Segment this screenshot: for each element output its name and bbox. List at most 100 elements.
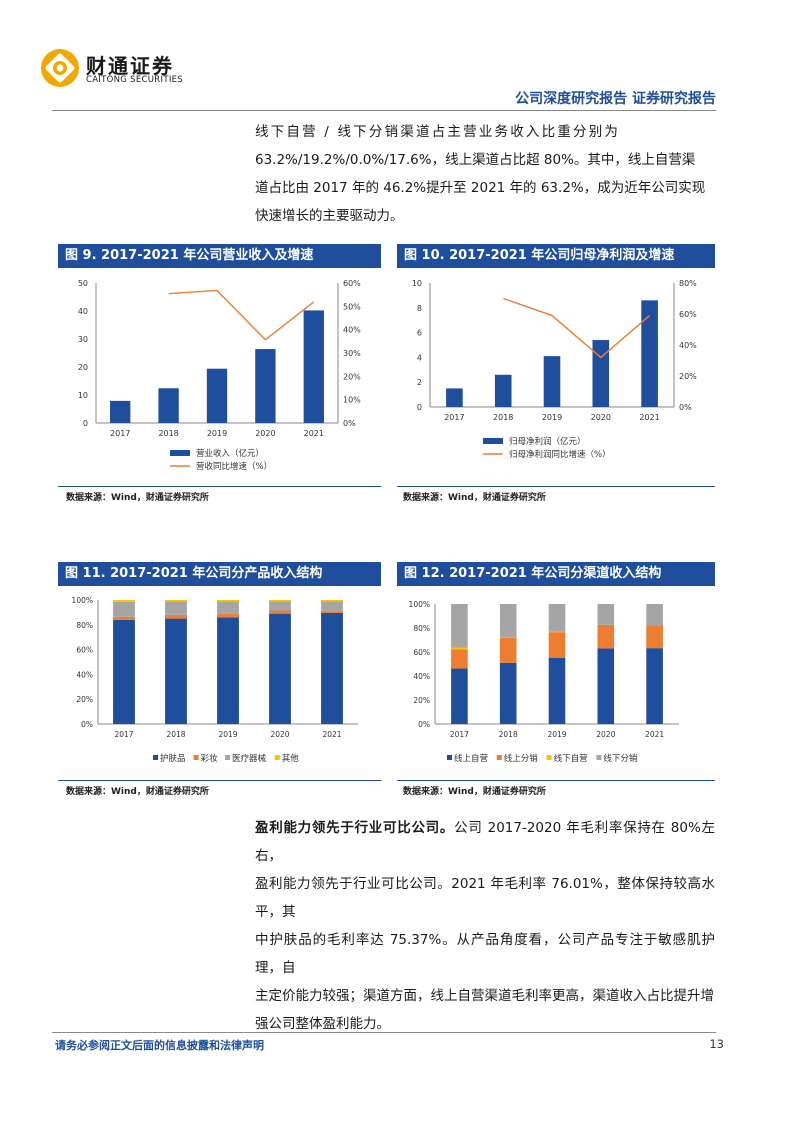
figure-9-title: 图 9. 2017-2021 年公司营业收入及增速 (58, 244, 381, 268)
paragraph-line: 中护肤品的毛利率达 75.37%。从产品角度看，公司产品专注于敏感肌护理，自 (255, 932, 715, 976)
y-tick-label: 100% (72, 596, 93, 605)
bar-segment-彩妆 (165, 614, 187, 619)
y-right-tick-label: 40% (343, 326, 361, 335)
bar-segment-医疗器械 (217, 601, 239, 614)
bar-segment-线上分销 (646, 625, 663, 649)
y-left-tick-label: 20 (78, 363, 88, 372)
x-tick-label: 2018 (499, 730, 518, 739)
bar-2018 (158, 388, 179, 423)
y-tick-label: 100% (409, 600, 430, 609)
header-divider (52, 110, 716, 111)
x-tick-label: 2019 (207, 429, 227, 438)
x-tick-label: 2018 (158, 429, 178, 438)
legend-swatch-线上分销 (496, 755, 502, 760)
bar-2017 (446, 388, 463, 407)
bar-segment-其他 (165, 600, 187, 602)
figure-12-title: 图 12. 2017-2021 年公司分渠道收入结构 (397, 562, 715, 586)
bar-segment-线上分销 (499, 637, 517, 663)
legend-line-label: 营收同比增速（%） (196, 461, 272, 472)
legend-label-其他: 其他 (282, 753, 300, 764)
y-left-tick-label: 4 (417, 353, 422, 362)
y-left-tick-label: 10 (78, 391, 88, 400)
bar-segment-彩妆 (321, 611, 343, 614)
figure-10-source: 数据来源：Wind，财通证券研究所 (403, 493, 546, 503)
paragraph-line: 盈利能力领先于行业可比公司。2021 年毛利率 76.01%，整体保持较高水平，… (255, 876, 715, 920)
legend-swatch-医疗器械 (225, 755, 230, 760)
bar-segment-护肤品 (113, 619, 135, 724)
legend-label-护肤品: 护肤品 (160, 753, 186, 764)
x-tick-label: 2020 (596, 730, 615, 739)
y-tick-label: 0% (418, 720, 430, 729)
y-right-tick-label: 80% (679, 279, 697, 288)
y-left-tick-label: 8 (417, 304, 422, 313)
figure-10-title: 图 10. 2017-2021 年公司归母净利润及增速 (397, 244, 715, 268)
bar-2019 (206, 368, 228, 423)
bar-segment-线下分销 (646, 604, 663, 626)
bar-segment-彩妆 (113, 616, 135, 620)
x-tick-label: 2021 (645, 730, 664, 739)
legend-bar-label: 营业收入（亿元） (196, 448, 264, 459)
paragraph-profitability: 盈利能力领先于行业可比公司。公司 2017-2020 年毛利率保持在 80%左右… (255, 814, 715, 1038)
bar-segment-护肤品 (165, 618, 187, 724)
y-left-tick-label: 0 (417, 403, 422, 412)
bar-segment-线上分销 (548, 632, 566, 658)
bar-segment-医疗器械 (321, 601, 343, 612)
legend-swatch-线上自营 (447, 755, 452, 760)
figure-11-source: 数据来源：Wind，财通证券研究所 (66, 787, 209, 797)
paragraph-line: 主定价能力较强；渠道方面，线上自营渠道毛利率更高，渠道收入占比提升增 (255, 988, 714, 1004)
page-number: 13 (709, 1037, 724, 1051)
bar-segment-线上自营 (646, 648, 663, 724)
bar-segment-线下分销 (597, 604, 615, 625)
legend-swatch-其他 (274, 755, 280, 760)
bar-2018 (494, 374, 512, 407)
bar-segment-线下自营 (499, 637, 517, 638)
x-tick-label: 2020 (591, 413, 611, 422)
figure-10-chart: 0 2 4 6 8 10 0% 20% 40% 60% 80% 2017 2018 2019 2020 202… (412, 279, 697, 460)
y-tick-label: 0% (81, 720, 93, 729)
y-left-tick-label: 2 (417, 378, 422, 387)
legend-swatch-彩妆 (193, 755, 199, 760)
x-tick-label: 2020 (255, 429, 275, 438)
bar-segment-线下分销 (499, 604, 517, 637)
bar-segment-线上分销 (597, 625, 615, 649)
x-tick-label: 2017 (450, 730, 469, 739)
growth-line (168, 289, 315, 341)
figure-12-source: 数据来源：Wind，财通证券研究所 (403, 787, 546, 797)
y-left-tick-label: 50 (78, 279, 88, 288)
legend-label-医疗器械: 医疗器械 (232, 753, 267, 764)
bar-segment-线上自营 (499, 662, 517, 724)
y-left-tick-label: 10 (412, 279, 422, 288)
paragraph-line: 快速增长的主要驱动力。 (255, 208, 404, 224)
bar-segment-其他 (217, 600, 239, 602)
y-left-tick-label: 40 (78, 307, 88, 316)
figure-10-rule (397, 486, 715, 487)
x-tick-label: 2017 (444, 413, 464, 422)
y-tick-label: 40% (413, 672, 430, 681)
bar-2020 (255, 349, 276, 423)
paragraph-line: 63.2%/19.2%/0.0%/17.6%，线上渠道占比超 80%。其中，线上… (255, 152, 696, 168)
legend-line-label: 归母净利润同比增速（%） (509, 449, 611, 460)
figure-12-chart: 0% 20% 40% 60% 80% 100% 2017 2018 2019 2020 2021 线上… (409, 600, 679, 764)
paragraph-line: 线下自营 / 线下分销渠道占主营业务收入比重分别为 (255, 124, 621, 140)
legend-label-彩妆: 彩妆 (201, 753, 219, 764)
paragraph-line: 盈利能力领先于行业可比公司。公司 2017-2020 年毛利率保持在 80%左右… (255, 814, 715, 870)
legend-swatch-线下分销 (596, 755, 602, 760)
bar-segment-线下自营 (451, 647, 468, 650)
figure-11-rule (58, 780, 381, 781)
bar-segment-其他 (269, 600, 291, 602)
x-tick-label: 2021 (639, 413, 659, 422)
footer-divider (52, 1032, 716, 1033)
caitong-logo-icon (41, 49, 79, 87)
y-right-tick-label: 40% (679, 341, 697, 350)
figure-11-chart: 0% 20% 40% 60% 80% 100% 2017 2018 2019 2020 2021 护肤… (72, 596, 358, 764)
bar-segment-彩妆 (217, 613, 239, 618)
y-tick-label: 80% (76, 621, 93, 630)
bar-segment-线上分销 (451, 649, 468, 669)
x-tick-label: 2019 (542, 413, 562, 422)
paragraph-line: 道占比由 2017 年的 46.2%提升至 2021 年的 63.2%，成为近年… (255, 180, 706, 196)
x-tick-label: 2019 (547, 730, 566, 739)
bar-2017 (110, 400, 131, 423)
y-tick-label: 20% (413, 696, 430, 705)
bar-segment-线上自营 (451, 668, 468, 724)
bar-segment-线上自营 (548, 658, 566, 724)
